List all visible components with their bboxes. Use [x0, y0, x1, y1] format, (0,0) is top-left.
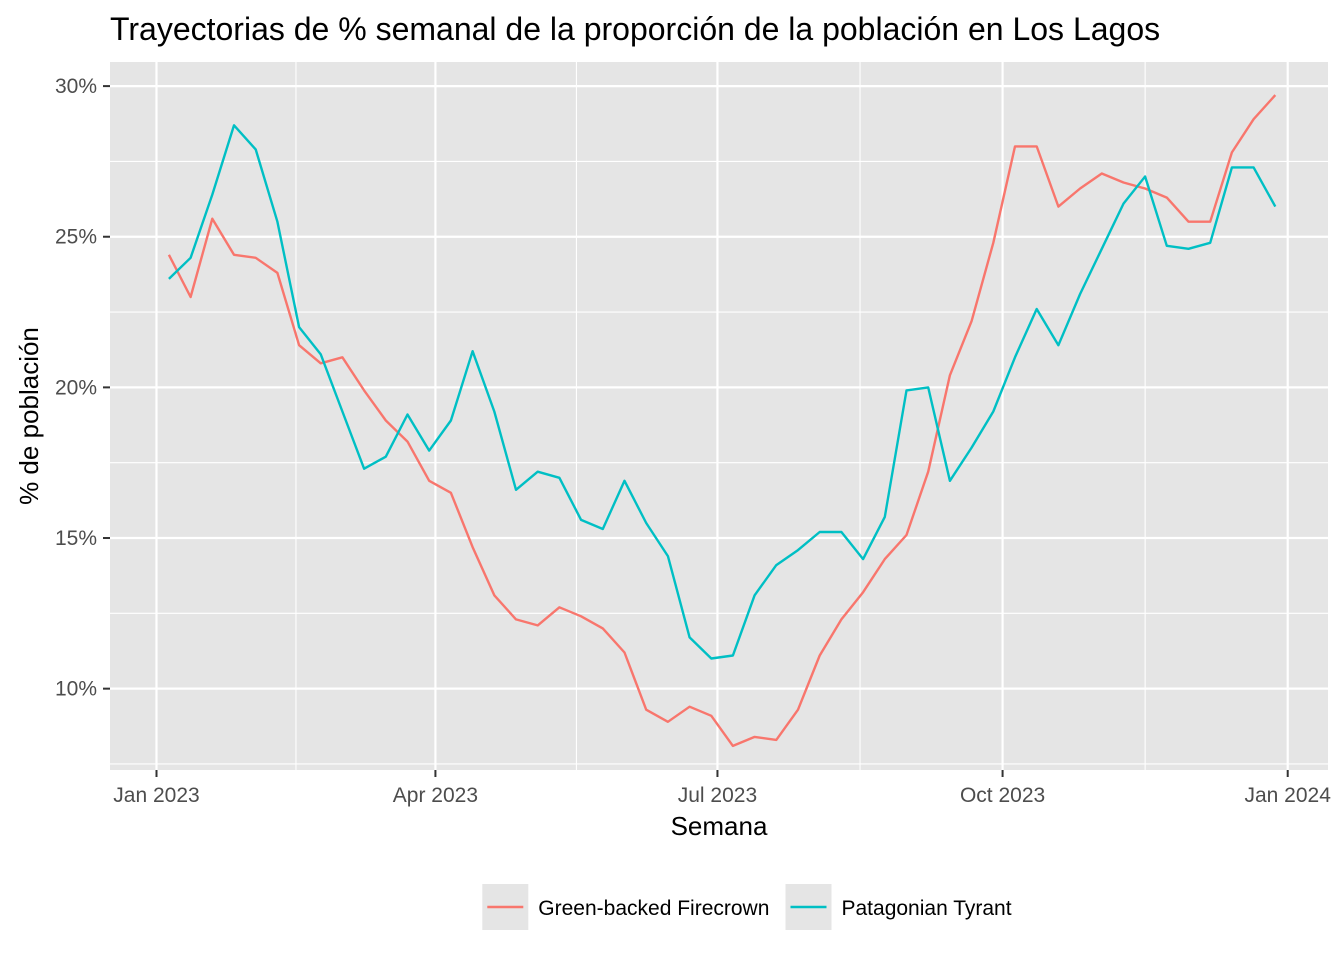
chart-title: Trayectorias de % semanal de la proporci… [110, 11, 1160, 47]
x-axis-tick-labels: Jan 2023 Apr 2023 Jul 2023 Oct 2023 Jan 2024 [113, 784, 1331, 807]
y-tick-label: 15% [55, 527, 97, 550]
y-tick-label: 30% [55, 75, 97, 98]
x-tick-label: Jul 2023 [678, 784, 757, 807]
y-tick-label: 20% [55, 376, 97, 399]
legend-label-1: Patagonian Tyrant [842, 897, 1012, 920]
legend-label-0: Green-backed Firecrown [538, 897, 769, 920]
x-axis-title: Semana [671, 811, 768, 841]
minor-gridlines [110, 62, 1328, 770]
plot-panel [110, 62, 1328, 770]
x-tick-label: Jan 2023 [113, 784, 199, 807]
y-tick-label: 10% [55, 678, 97, 701]
y-tick-label: 25% [55, 226, 97, 249]
series-lines [167, 94, 1277, 748]
x-tick-label: Jan 2024 [1244, 784, 1331, 807]
axis-ticks [103, 85, 1289, 777]
major-gridlines [110, 62, 1328, 770]
y-axis-tick-labels: 10% 15% 20% 25% 30% [55, 75, 97, 701]
x-tick-label: Apr 2023 [393, 784, 478, 807]
legend: Green-backed Firecrown Patagonian Tyrant [482, 884, 1012, 930]
y-axis-title: % de población [14, 327, 44, 505]
x-tick-label: Oct 2023 [960, 784, 1045, 807]
series-line-1 [168, 124, 1277, 660]
series-line-0 [167, 94, 1277, 748]
